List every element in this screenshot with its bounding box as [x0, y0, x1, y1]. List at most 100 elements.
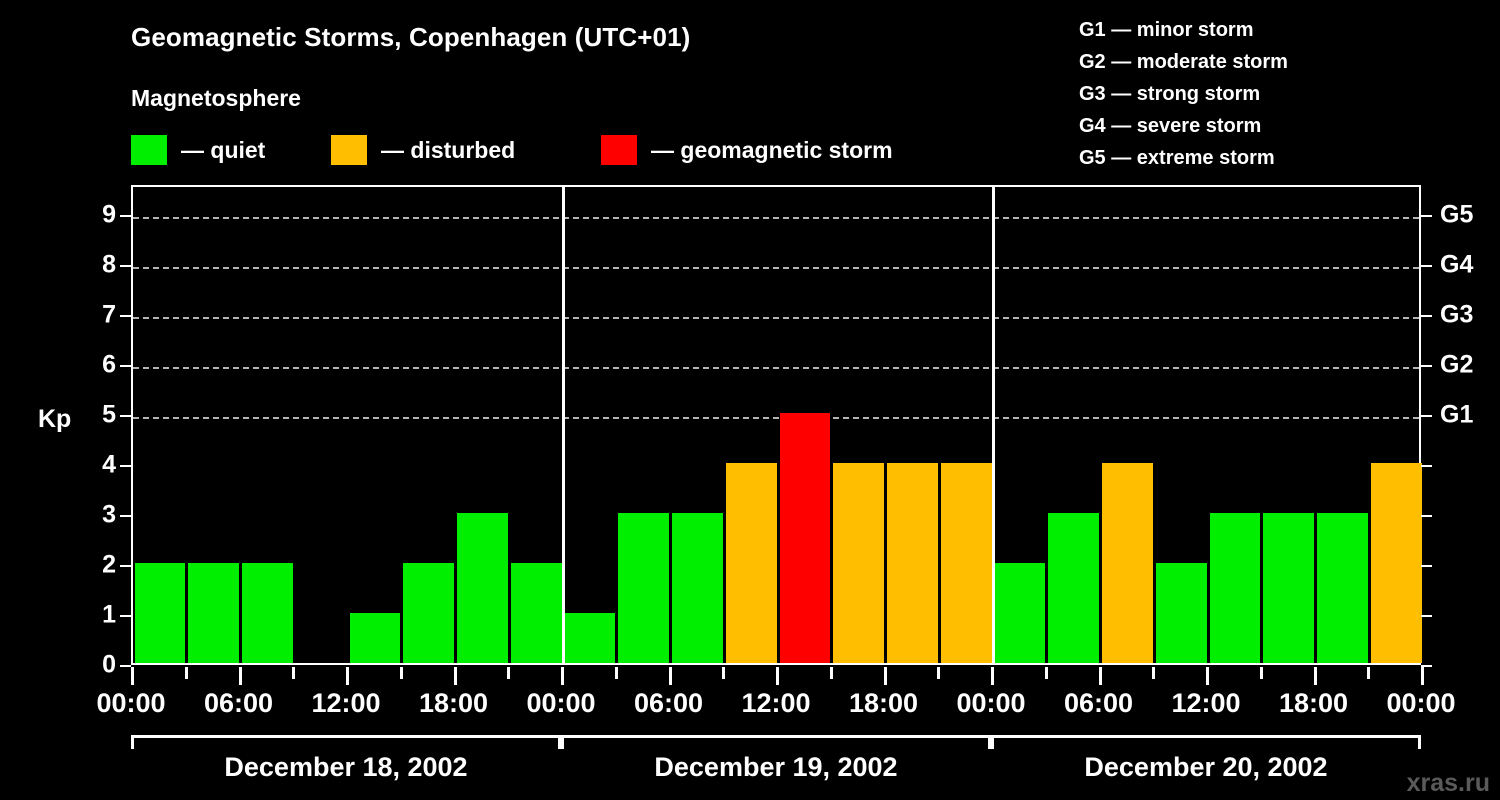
x-tick-6: [453, 667, 457, 685]
y-tick-label-9: 9: [102, 200, 116, 229]
x-tick-label-7: 18:00: [848, 688, 919, 718]
legend-entry-disturbed: — disturbed: [331, 134, 515, 166]
g-tick-label-G2: G2: [1440, 350, 1474, 379]
x-tick-19: [1152, 667, 1156, 679]
x-tick-23: [1367, 667, 1371, 679]
legend-entry-geomagnetic-storm: — geomagnetic storm: [601, 134, 893, 166]
gridline-kp-8: [133, 267, 1419, 269]
bar-1: [188, 563, 239, 663]
g-tick-label-G4: G4: [1440, 250, 1474, 279]
y-tick-9: [120, 215, 131, 217]
x-tick-14: [883, 667, 887, 685]
x-tick-24: [1421, 667, 1424, 685]
bar-23: [1370, 463, 1422, 663]
legend-entry-quiet: — quiet: [131, 134, 265, 166]
bar-11: [725, 463, 777, 663]
y-tick-label-3: 3: [102, 500, 116, 529]
y-tick-label-7: 7: [102, 300, 116, 329]
legend-label-disturbed: — disturbed: [381, 136, 516, 163]
y-tick-label-5: 5: [102, 400, 116, 429]
bar-0: [134, 563, 186, 663]
g-axis-ticks: [1421, 185, 1432, 667]
page-title: Geomagnetic Storms, Copenhagen (UTC+01): [131, 22, 691, 52]
gridline-kp-9: [133, 217, 1419, 219]
day-brackets: [131, 735, 1421, 751]
x-axis-labels: 00:00 06:00 12:00 18:00 00:00 06:00 12:00 18:00…: [0, 688, 1500, 722]
bar-14: [887, 463, 938, 663]
y-tick-2: [120, 565, 131, 567]
g-legend-line-2: G2 — moderate storm: [1079, 51, 1288, 73]
x-tick-label-8: 00:00: [956, 688, 1026, 718]
x-tick-13: [829, 667, 833, 679]
g-tick-label-G5: G5: [1440, 200, 1474, 229]
y-tick-4: [120, 465, 131, 467]
x-tick-label-2: 12:00: [311, 688, 381, 718]
x-axis-ticks: [131, 667, 1424, 685]
y-tick-0: [120, 665, 131, 667]
y-tick-7: [120, 315, 131, 317]
day-separator-2: [991, 187, 995, 663]
y-tick-3: [120, 515, 131, 517]
y-axis-title: Kp: [38, 405, 72, 433]
bar-17: [1048, 513, 1099, 663]
x-tick-20: [1206, 667, 1209, 685]
legend-swatch-disturbed-icon: [331, 135, 367, 165]
y-axis-labels: 0 1 2 3 4 5 6 7 8 9: [60, 185, 116, 679]
gridline-kp-6: [133, 367, 1419, 369]
bar-15: [940, 463, 992, 663]
x-tick-3: [292, 667, 296, 679]
x-tick-22: [1313, 667, 1317, 685]
bar-2: [242, 563, 293, 663]
x-tick-1: [184, 667, 188, 679]
g-minor-tick-0: [1421, 665, 1432, 667]
bar-4: [349, 613, 401, 663]
magnetosphere-label: Magnetosphere: [131, 85, 301, 111]
x-tick-label-3: 18:00: [418, 688, 489, 718]
x-tick-15: [937, 667, 941, 679]
bar-12: [779, 413, 831, 663]
y-tick-label-8: 8: [102, 250, 116, 279]
legend-label-quiet: — quiet: [181, 136, 266, 163]
x-tick-11: [722, 667, 726, 679]
x-tick-label-12: 00:00: [1386, 688, 1456, 718]
bar-9: [618, 513, 669, 663]
g-tick-G1: [1421, 415, 1432, 417]
g-legend-line-4: G4 — severe storm: [1079, 115, 1262, 137]
x-tick-4: [346, 667, 349, 685]
gridline-kp-5: [133, 417, 1419, 419]
gridline-kp-7: [133, 317, 1419, 319]
bar-7: [510, 563, 562, 663]
g-tick-G3: [1421, 315, 1432, 317]
g-minor-tick-4: [1421, 465, 1432, 467]
day-label-2: December 19, 2002: [654, 752, 898, 782]
bar-21: [1263, 513, 1314, 663]
g-minor-tick-1: [1421, 615, 1432, 617]
bar-10: [672, 513, 723, 663]
y-tick-label-0: 0: [102, 650, 116, 679]
day-bracket-1: [131, 735, 561, 749]
g-tick-label-G1: G1: [1440, 400, 1474, 429]
x-tick-8: [561, 667, 564, 685]
x-tick-label-11: 18:00: [1278, 688, 1349, 718]
x-tick-2: [238, 667, 242, 685]
x-tick-label-10: 12:00: [1171, 688, 1241, 718]
x-tick-17: [1044, 667, 1048, 679]
x-tick-7: [507, 667, 511, 679]
x-tick-18: [1098, 667, 1102, 685]
g-minor-tick-3: [1421, 515, 1432, 517]
day-labels: December 18, 2002 December 19, 2002 Decemb…: [131, 752, 1421, 790]
x-tick-21: [1259, 667, 1263, 679]
day-separator-1: [561, 187, 565, 663]
y-axis-ticks: [120, 185, 131, 667]
x-tick-label-1: 06:00: [203, 688, 274, 718]
y-tick-5: [120, 415, 131, 417]
y-tick-6: [120, 365, 131, 367]
day-bracket-3: [991, 735, 1421, 749]
legend-swatch-quiet-icon: [131, 135, 167, 165]
legend-label-geomagnetic-storm: — geomagnetic storm: [651, 136, 893, 163]
bar-19: [1155, 563, 1207, 663]
x-tick-10: [668, 667, 672, 685]
bar-22: [1317, 513, 1368, 663]
x-tick-9: [614, 667, 618, 679]
x-tick-label-5: 06:00: [633, 688, 704, 718]
